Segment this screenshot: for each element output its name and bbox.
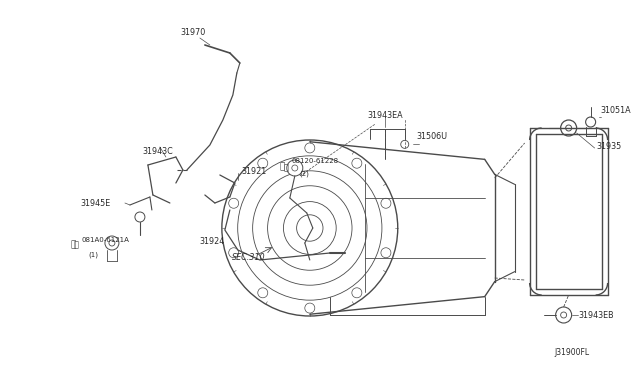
Text: 31943C: 31943C [143, 147, 173, 156]
Text: Ⓡ: Ⓡ [74, 241, 79, 250]
Text: 31945E: 31945E [80, 199, 110, 208]
Text: 31051A: 31051A [600, 106, 631, 115]
Text: Ⓡ: Ⓡ [70, 241, 76, 250]
Text: 31506U: 31506U [417, 132, 448, 141]
Circle shape [228, 198, 239, 208]
Circle shape [556, 307, 572, 323]
Text: SEC.310: SEC.310 [232, 253, 266, 263]
Text: (2): (2) [300, 170, 310, 176]
Circle shape [305, 303, 315, 313]
Circle shape [586, 117, 596, 127]
Text: 31970: 31970 [180, 28, 205, 37]
Circle shape [105, 236, 119, 250]
Text: 31943EA: 31943EA [368, 111, 403, 121]
Circle shape [561, 120, 577, 136]
Circle shape [258, 158, 268, 168]
Text: 31921: 31921 [242, 167, 267, 176]
Text: 31935: 31935 [596, 141, 622, 151]
Circle shape [258, 288, 268, 298]
Circle shape [287, 160, 303, 176]
Circle shape [381, 248, 391, 258]
Text: (1): (1) [88, 252, 98, 259]
Circle shape [305, 143, 315, 153]
Text: 08120-61228: 08120-61228 [292, 158, 339, 164]
Text: 31943EB: 31943EB [579, 311, 614, 320]
Circle shape [352, 288, 362, 298]
Text: Ⓡ: Ⓡ [284, 164, 289, 173]
Circle shape [135, 212, 145, 222]
Circle shape [381, 198, 391, 208]
Circle shape [352, 158, 362, 168]
Circle shape [228, 248, 239, 258]
Text: J31900FL: J31900FL [555, 348, 590, 357]
Text: 081A0-6121A: 081A0-6121A [82, 237, 130, 243]
Circle shape [401, 140, 409, 148]
Text: Ⓡ: Ⓡ [280, 163, 285, 171]
Text: 31924: 31924 [200, 237, 225, 246]
